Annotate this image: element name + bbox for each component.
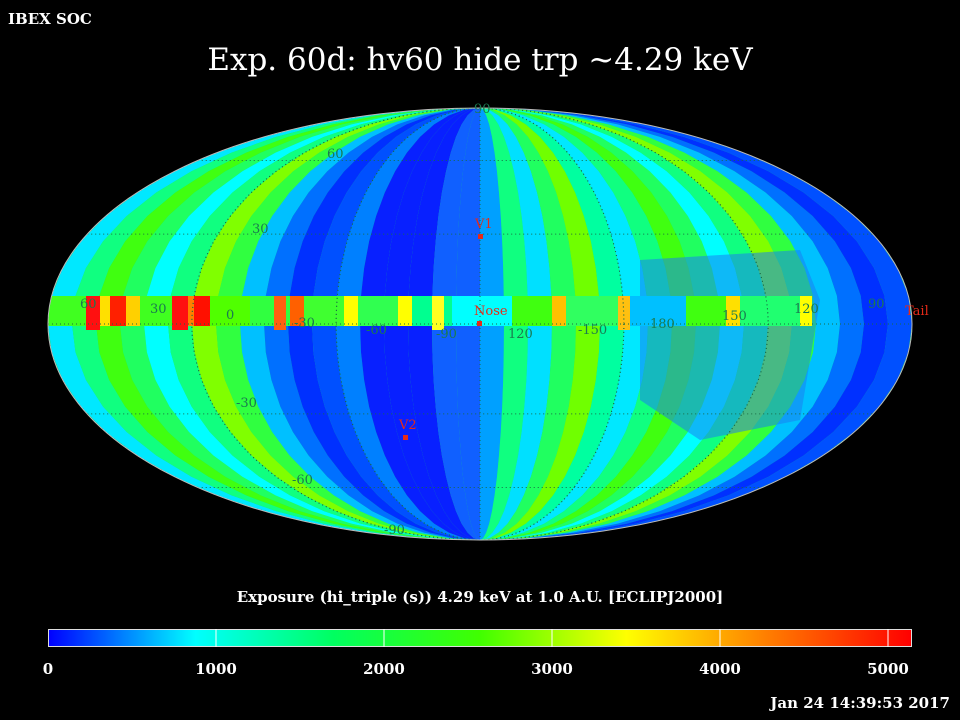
lon-label: 180 (650, 317, 675, 332)
map-outline (47, 107, 913, 541)
ecliptic-cell (726, 296, 740, 326)
v2-marker (403, 435, 408, 440)
lon-label: 90 (868, 297, 885, 312)
longitude-line (335, 108, 625, 540)
lon-label: 30 (150, 302, 167, 317)
lon-label: 0 (226, 308, 234, 323)
lon-label: 60 (80, 297, 97, 312)
ecliptic-cell (290, 296, 304, 326)
colorbar-title: Exposure (hi_triple (s)) 4.29 keV at 1.0… (236, 588, 724, 606)
exposure-band (480, 108, 552, 540)
ecliptic-cell (126, 296, 140, 326)
ecliptic-cell (304, 296, 344, 326)
lon-label: -150 (578, 323, 607, 338)
colorbar-tick-label: 3000 (531, 660, 573, 678)
lat-label: 60 (327, 147, 344, 162)
colorbar-tick-label: 5000 (867, 660, 909, 678)
lat-label: -30 (236, 396, 257, 411)
lat-label: -60 (292, 473, 313, 488)
ecliptic-cell (194, 296, 210, 326)
v2-label: V2 (398, 418, 417, 433)
exposure-band (480, 108, 648, 540)
exposure-band (384, 108, 480, 540)
colorbar-tick-label: 2000 (363, 660, 405, 678)
ecliptic-cell (686, 296, 726, 326)
colorbar-tick-label: 4000 (699, 660, 741, 678)
lon-label: -30 (294, 316, 315, 331)
hot-spot (618, 296, 630, 330)
ecliptic-cell (512, 296, 552, 326)
colorbar (48, 629, 912, 647)
ecliptic-cell (566, 296, 626, 326)
ecliptic-strip (48, 296, 812, 330)
ecliptic-cell (344, 296, 358, 326)
lon-label: 120 (508, 327, 533, 342)
nose-label: Nose (474, 304, 508, 319)
hot-spot (172, 296, 188, 330)
hot-spot (432, 296, 444, 330)
ecliptic-cell (110, 296, 126, 326)
longitude-line (191, 108, 769, 540)
exposure-band (480, 108, 624, 540)
lon-label: -60 (366, 323, 387, 338)
app-corner-label: IBEX SOC (8, 10, 92, 28)
exposure-band (480, 108, 576, 540)
v1-marker (478, 234, 483, 239)
nose-marker (477, 321, 482, 326)
lon-label: -90 (436, 327, 457, 342)
tail-label: Tail (905, 304, 929, 319)
v1-label: V1 (474, 217, 493, 232)
ecliptic-cell (626, 296, 686, 326)
timestamp: Jan 24 14:39:53 2017 (770, 694, 950, 712)
lon-label: 120 (794, 302, 819, 317)
lat-label: -90 (384, 523, 405, 538)
ecliptic-cell (358, 296, 398, 326)
exposure-patch (640, 250, 820, 440)
hot-spot (86, 296, 100, 330)
ecliptic-cell (210, 296, 250, 326)
exposure-band (480, 108, 600, 540)
lat-label: 90 (474, 102, 491, 117)
ecliptic-cell (740, 296, 800, 326)
ecliptic-cell (552, 296, 566, 326)
exposure-band (336, 108, 480, 540)
exposure-band (408, 108, 480, 540)
hot-spot (274, 296, 286, 330)
ecliptic-cell (800, 296, 812, 326)
exposure-band (360, 108, 480, 540)
colorbar-tick-label: 1000 (195, 660, 237, 678)
lat-label: 30 (252, 222, 269, 237)
ecliptic-cell (398, 296, 412, 326)
lon-label: 150 (722, 309, 747, 324)
exposure-band (312, 108, 480, 540)
colorbar-tick-label: 0 (42, 660, 54, 678)
map-title: Exp. 60d: hv60 hide trp ~4.29 keV (207, 42, 753, 78)
